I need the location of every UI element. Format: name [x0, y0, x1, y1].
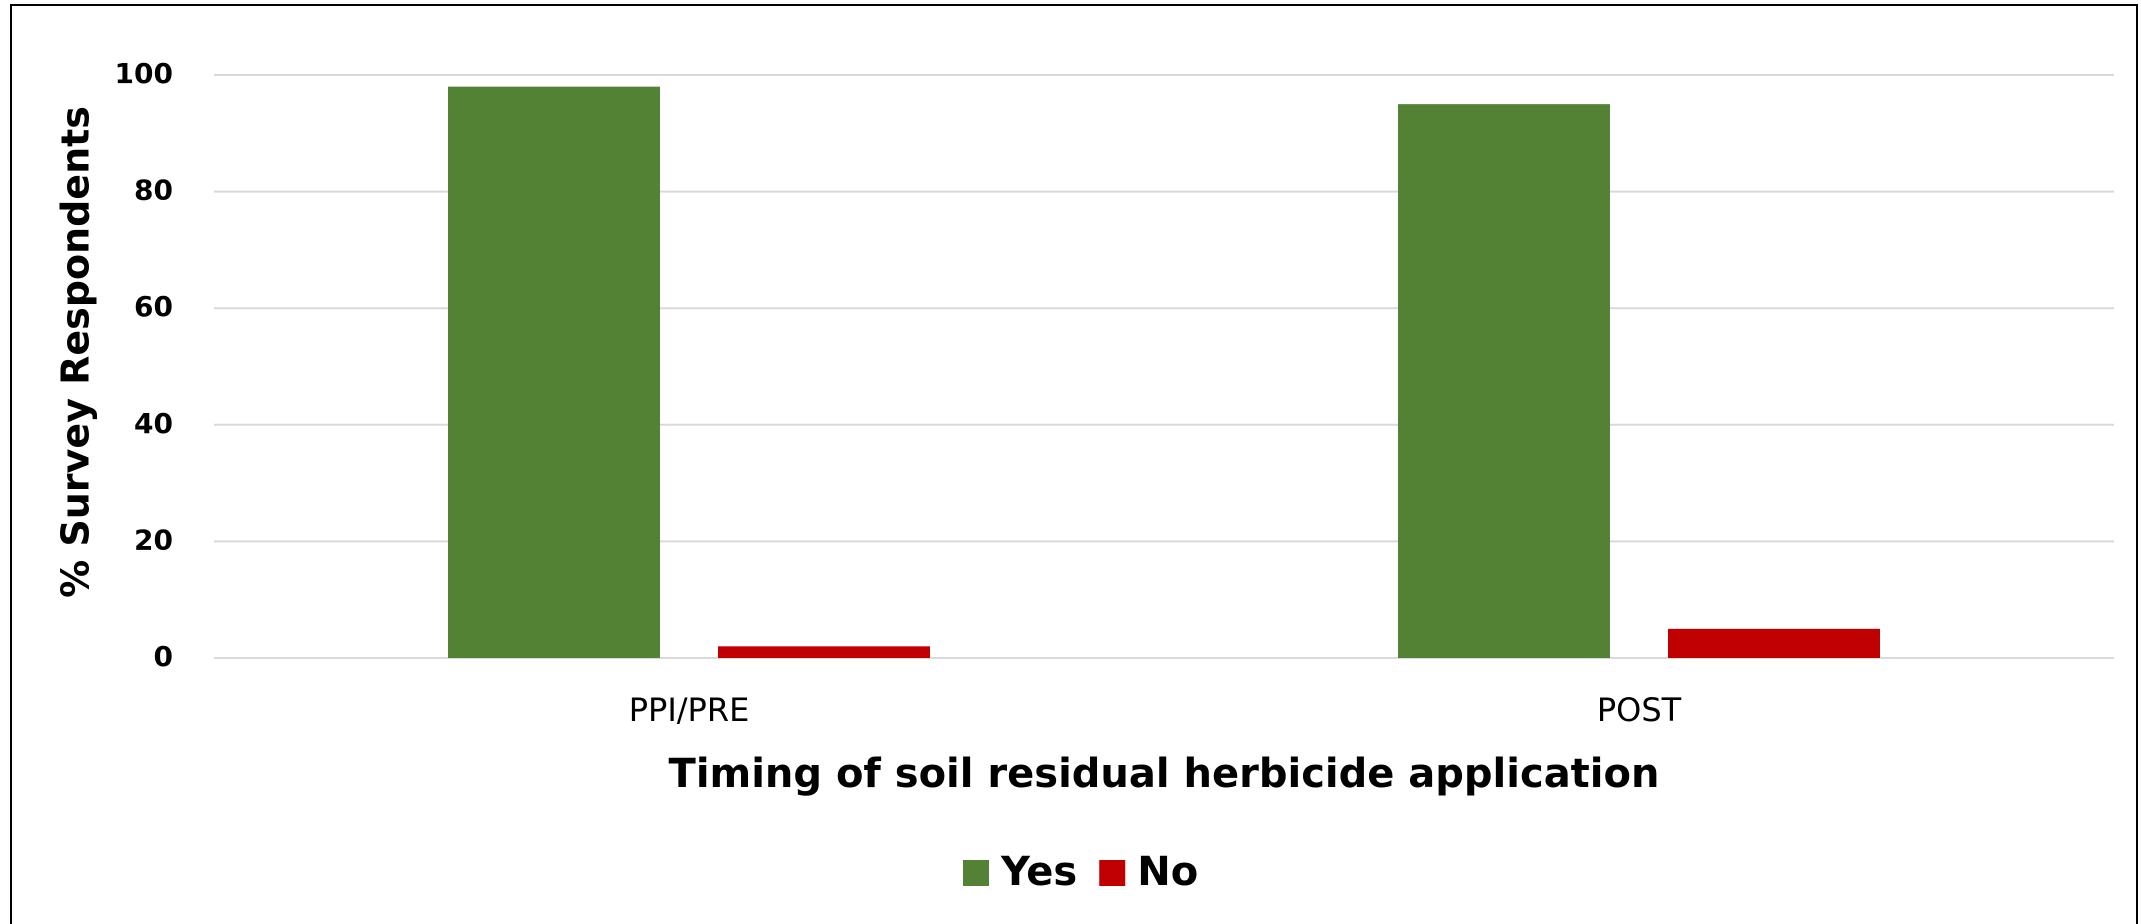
legend-swatch — [963, 860, 989, 886]
bar — [1398, 104, 1610, 658]
y-tick-label: 0 — [154, 640, 173, 673]
x-tick-label: PPI/PRE — [629, 691, 750, 729]
y-tick-label: 100 — [115, 57, 173, 90]
bar — [1668, 628, 1880, 658]
y-tick-label: 20 — [134, 523, 173, 556]
x-tick-label: POST — [1597, 691, 1682, 729]
chart-border — [10, 4, 2138, 924]
y-tick-label: 60 — [134, 290, 173, 323]
y-tick-label: 40 — [134, 407, 173, 440]
legend-swatch — [1099, 860, 1126, 886]
y-tick-label: 80 — [134, 174, 173, 207]
bar — [448, 86, 660, 658]
x-axis-title: Timing of soil residual herbicide applic… — [669, 751, 1660, 797]
bar — [718, 646, 930, 658]
legend-label: No — [1137, 849, 1198, 895]
y-axis-title: % Survey Respondents — [54, 106, 98, 598]
legend-label: Yes — [1000, 849, 1077, 895]
